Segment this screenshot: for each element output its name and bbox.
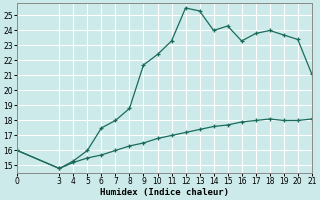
X-axis label: Humidex (Indice chaleur): Humidex (Indice chaleur) <box>100 188 229 197</box>
